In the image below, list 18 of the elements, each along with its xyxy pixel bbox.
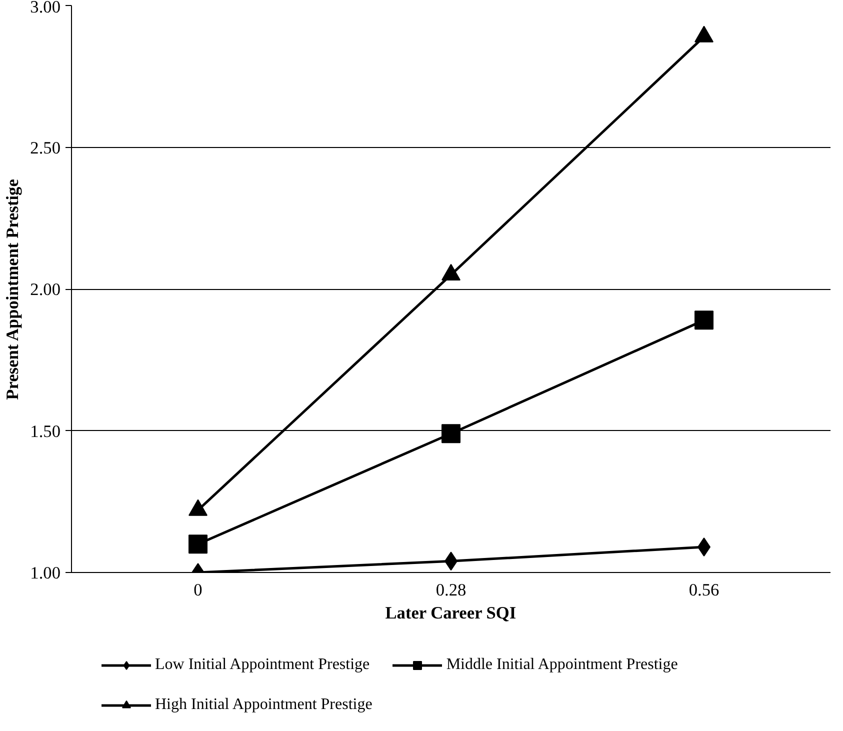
y-axis-title: Present Appointment Prestige — [3, 178, 22, 400]
point — [188, 534, 208, 554]
point — [442, 264, 460, 281]
legend-label: High Initial Appointment Prestige — [155, 696, 372, 714]
legend-label: Middle Initial Appointment Prestige — [446, 656, 678, 674]
point — [694, 310, 714, 330]
x-axis-title: Later Career SQI — [385, 604, 516, 622]
y-tick-label: 1.50 — [30, 422, 61, 441]
point — [442, 424, 460, 444]
y-tick-label: 2.50 — [30, 138, 61, 158]
y-tick-label: 2.00 — [30, 280, 61, 299]
y-tick-label: 3.00 — [30, 0, 61, 16]
point — [694, 26, 714, 42]
x-tick-label: 0.56 — [688, 580, 720, 600]
x-tick-label: 0 — [194, 580, 202, 600]
x-tick-label: 0.28 — [436, 580, 466, 600]
legend-label: Low Initial Appointment Prestige — [155, 656, 370, 674]
y-tick-label: 1.00 — [30, 564, 61, 582]
